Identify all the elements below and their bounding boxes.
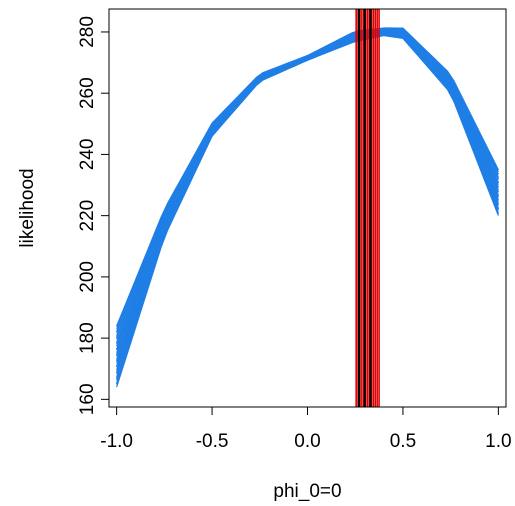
likelihood-curve <box>116 29 499 332</box>
y-tick-label: 260 <box>77 77 98 109</box>
y-axis: 160 180 200 220 240 260 280 <box>77 16 110 415</box>
x-tick-label: 0.0 <box>294 431 320 452</box>
y-tick-label: 160 <box>77 383 98 415</box>
phi-estimate-lines <box>355 9 380 407</box>
x-tick-label: 0.5 <box>390 431 416 452</box>
likelihood-curve <box>116 28 499 327</box>
likelihood-curves <box>116 27 499 388</box>
y-tick-label: 280 <box>77 16 98 48</box>
y-tick-label: 200 <box>77 261 98 293</box>
y-axis-label: likelihood <box>17 168 38 247</box>
x-tick-label: -1.0 <box>100 431 133 452</box>
x-tick-label: 1.0 <box>485 431 511 452</box>
y-tick-label: 220 <box>77 200 98 232</box>
y-tick-label: 180 <box>77 322 98 354</box>
x-tick-label: -0.5 <box>196 431 229 452</box>
x-axis: -1.0 -0.5 0.0 0.5 1.0 <box>100 406 512 452</box>
x-axis-label: phi_0=0 <box>273 481 341 502</box>
y-tick-label: 240 <box>77 139 98 171</box>
